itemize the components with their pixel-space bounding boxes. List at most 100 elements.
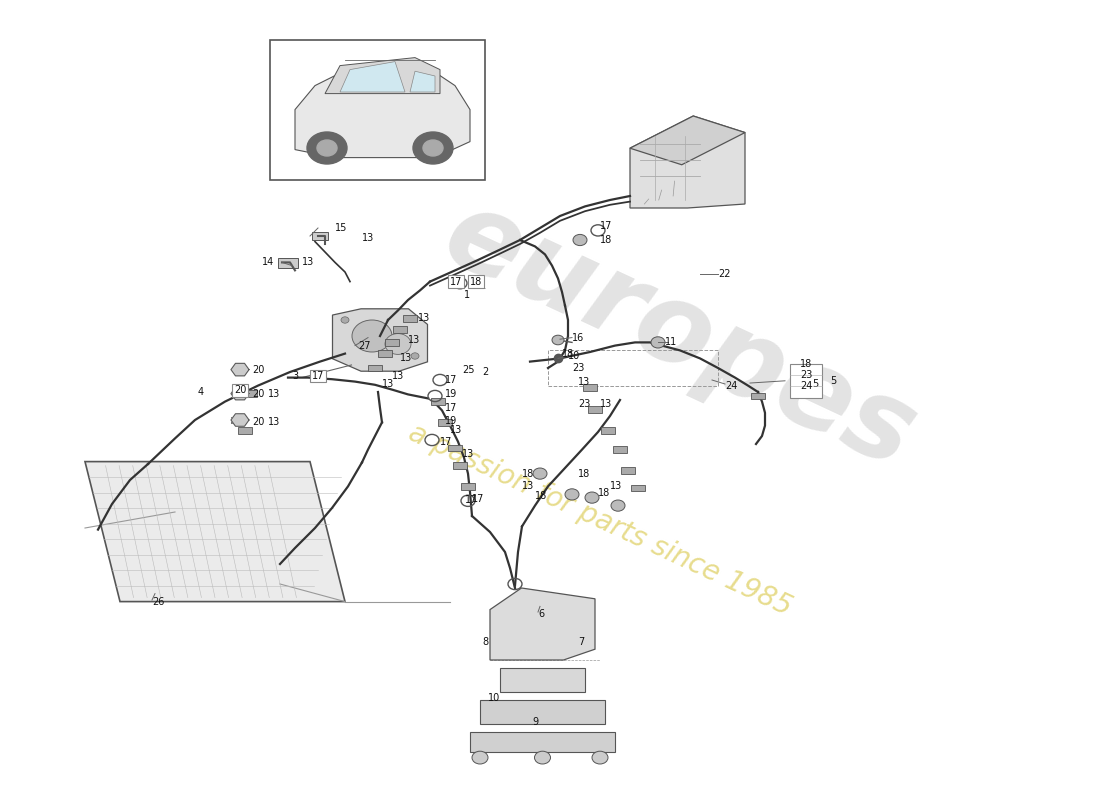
- Text: 18: 18: [470, 277, 482, 286]
- Text: 24: 24: [800, 382, 812, 391]
- Text: 25: 25: [462, 365, 474, 374]
- Polygon shape: [332, 309, 428, 371]
- Text: 2: 2: [482, 367, 488, 377]
- Text: 13: 13: [578, 378, 591, 387]
- Text: 20: 20: [252, 418, 264, 427]
- Bar: [461, 483, 475, 490]
- Text: 13: 13: [450, 426, 462, 435]
- Polygon shape: [410, 71, 435, 92]
- Text: 17: 17: [450, 277, 462, 286]
- Text: 17: 17: [440, 437, 452, 446]
- Bar: [231, 417, 245, 423]
- Text: 6: 6: [538, 610, 544, 619]
- Text: 11: 11: [666, 338, 678, 347]
- Text: 17: 17: [600, 221, 613, 230]
- Polygon shape: [231, 363, 249, 376]
- Text: 3: 3: [292, 371, 298, 381]
- Text: 18: 18: [578, 469, 591, 478]
- Text: 5: 5: [812, 379, 818, 389]
- Bar: [431, 398, 446, 405]
- Circle shape: [307, 132, 346, 164]
- Text: 17: 17: [446, 375, 458, 385]
- Text: 13: 13: [382, 379, 394, 389]
- Text: 13: 13: [418, 314, 430, 323]
- Polygon shape: [231, 414, 249, 426]
- Text: 10: 10: [568, 351, 581, 361]
- Text: europes: europes: [428, 181, 932, 491]
- Text: 19: 19: [446, 389, 458, 398]
- Text: 10: 10: [488, 693, 501, 702]
- Circle shape: [592, 751, 608, 764]
- Polygon shape: [340, 62, 405, 92]
- Bar: [403, 315, 417, 322]
- Text: 13: 13: [302, 258, 315, 267]
- Circle shape: [552, 335, 564, 345]
- Bar: [621, 467, 635, 474]
- Text: 23: 23: [572, 363, 584, 373]
- Bar: [385, 339, 399, 346]
- Text: 9: 9: [532, 717, 538, 726]
- Bar: [448, 445, 462, 451]
- Text: 13: 13: [462, 450, 474, 459]
- Circle shape: [565, 489, 579, 500]
- Bar: [378, 350, 392, 357]
- Bar: [613, 446, 627, 453]
- Bar: [790, 364, 822, 398]
- Circle shape: [573, 234, 587, 246]
- Text: 17: 17: [311, 371, 324, 381]
- Bar: [243, 390, 257, 397]
- Circle shape: [585, 492, 600, 503]
- Bar: [601, 427, 615, 434]
- Bar: [751, 393, 764, 399]
- Text: 18: 18: [598, 488, 611, 498]
- Text: 1: 1: [464, 290, 470, 300]
- Text: 18: 18: [522, 469, 535, 478]
- Polygon shape: [85, 462, 345, 602]
- Text: 23: 23: [800, 370, 812, 380]
- Text: 20: 20: [252, 365, 264, 374]
- Text: 13: 13: [268, 389, 280, 398]
- Bar: [312, 232, 328, 240]
- Circle shape: [472, 751, 488, 764]
- Text: 17: 17: [472, 494, 484, 504]
- Text: 17: 17: [446, 403, 458, 413]
- Text: 1: 1: [480, 282, 486, 291]
- Text: 18: 18: [562, 349, 574, 358]
- Text: 24: 24: [725, 381, 737, 390]
- Bar: [438, 419, 452, 426]
- Circle shape: [411, 353, 419, 359]
- Bar: [453, 462, 468, 469]
- Bar: [588, 406, 602, 413]
- Text: 18: 18: [535, 491, 548, 501]
- Text: 4: 4: [198, 387, 205, 397]
- Text: 13: 13: [600, 399, 613, 409]
- Bar: [278, 258, 298, 268]
- Text: 15: 15: [336, 223, 348, 233]
- Text: 17: 17: [465, 495, 477, 505]
- Text: 26: 26: [152, 597, 164, 606]
- Polygon shape: [480, 700, 605, 724]
- Bar: [368, 365, 382, 371]
- Text: 20: 20: [234, 386, 246, 395]
- Circle shape: [352, 320, 392, 352]
- Text: 27: 27: [358, 341, 371, 350]
- Text: 13: 13: [400, 354, 412, 363]
- Circle shape: [534, 468, 547, 479]
- Text: a passion for parts since 1985: a passion for parts since 1985: [404, 418, 796, 622]
- Text: 13: 13: [268, 418, 280, 427]
- Polygon shape: [630, 116, 745, 165]
- Text: 13: 13: [408, 335, 420, 345]
- Text: 22: 22: [718, 269, 730, 278]
- Circle shape: [610, 500, 625, 511]
- Text: 19: 19: [446, 416, 458, 426]
- Bar: [631, 485, 645, 491]
- Bar: [393, 326, 407, 333]
- Polygon shape: [500, 668, 585, 692]
- Circle shape: [385, 334, 411, 354]
- Text: 14: 14: [262, 258, 274, 267]
- Circle shape: [424, 140, 443, 156]
- Text: 13: 13: [392, 371, 405, 381]
- Text: 13: 13: [522, 482, 535, 491]
- Text: 13: 13: [610, 482, 623, 491]
- Text: 20: 20: [252, 389, 264, 398]
